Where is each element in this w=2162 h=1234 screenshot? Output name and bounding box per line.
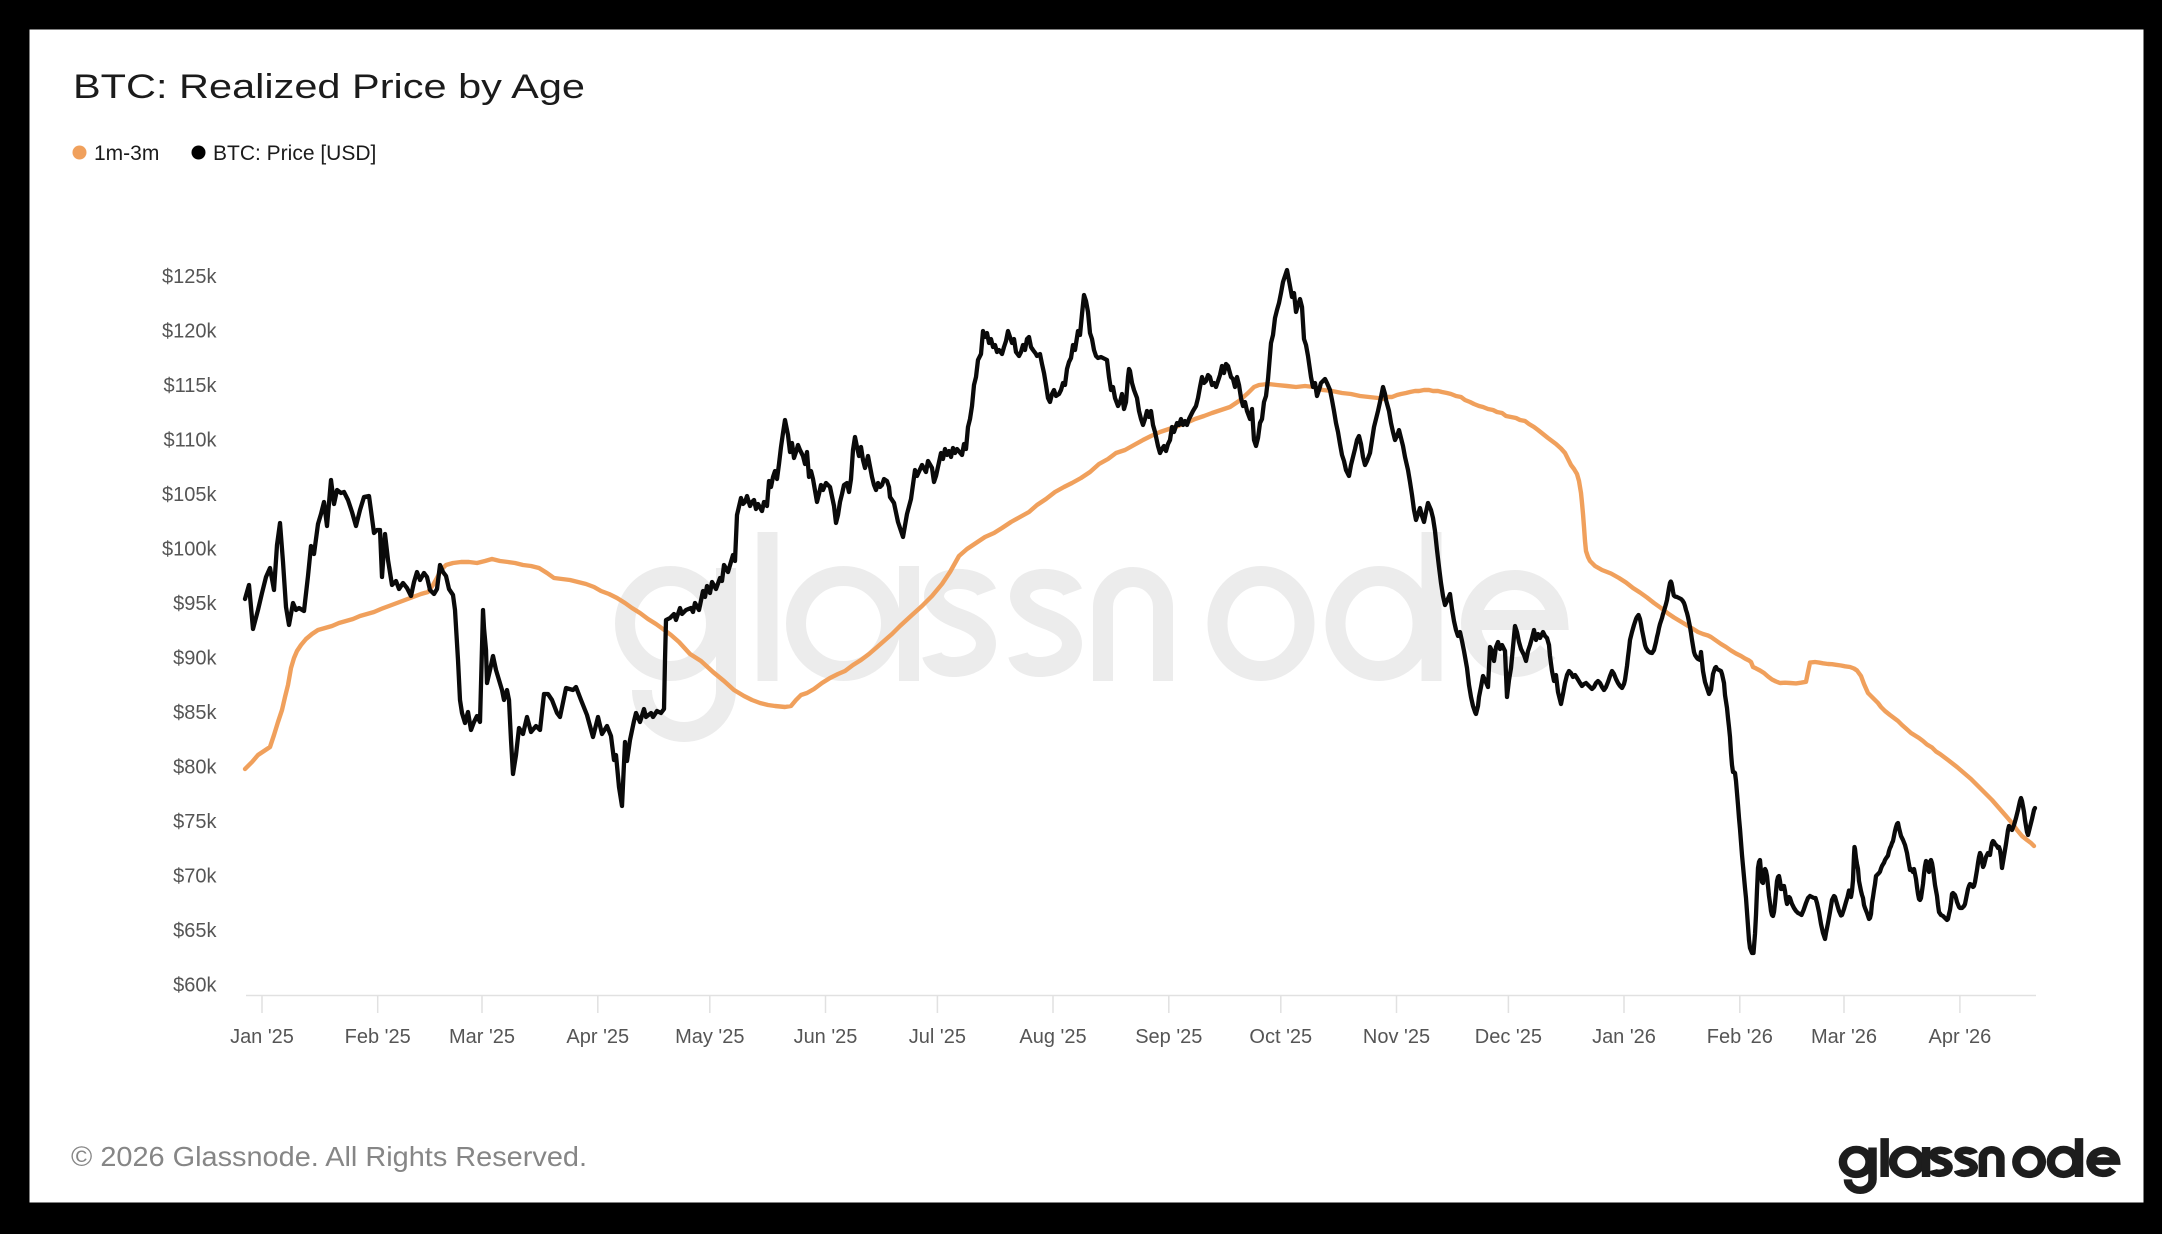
svg-text:$75k: $75k	[173, 811, 217, 833]
svg-text:$60k: $60k	[173, 975, 217, 997]
svg-text:$85k: $85k	[173, 702, 217, 724]
svg-text:$80k: $80k	[173, 757, 217, 779]
svg-text:$70k: $70k	[173, 866, 217, 888]
svg-text:$125k: $125k	[162, 266, 217, 288]
svg-text:$95k: $95k	[173, 593, 217, 615]
svg-text:1m-3m: 1m-3m	[94, 142, 159, 165]
svg-text:BTC: Realized Price by Age: BTC: Realized Price by Age	[73, 68, 585, 106]
svg-text:Dec '25: Dec '25	[1475, 1026, 1542, 1048]
svg-text:BTC: Price [USD]: BTC: Price [USD]	[213, 142, 376, 165]
svg-text:Sep '25: Sep '25	[1135, 1026, 1202, 1048]
svg-text:$110k: $110k	[163, 430, 217, 452]
svg-text:$90k: $90k	[173, 648, 217, 670]
svg-text:Feb '25: Feb '25	[345, 1026, 411, 1048]
svg-text:Feb '26: Feb '26	[1707, 1026, 1773, 1048]
svg-text:© 2026 Glassnode. All Rights R: © 2026 Glassnode. All Rights Reserved.	[71, 1141, 587, 1172]
svg-text:$65k: $65k	[173, 920, 217, 942]
svg-text:$120k: $120k	[162, 321, 217, 343]
svg-text:Nov '25: Nov '25	[1363, 1026, 1430, 1048]
svg-text:Jan '25: Jan '25	[230, 1026, 294, 1048]
svg-text:Aug '25: Aug '25	[1019, 1026, 1086, 1048]
svg-text:$115k: $115k	[163, 375, 217, 397]
svg-text:Apr '25: Apr '25	[566, 1026, 629, 1048]
svg-text:Jul '25: Jul '25	[909, 1026, 966, 1048]
svg-text:May '25: May '25	[675, 1026, 744, 1048]
svg-text:Jun '25: Jun '25	[794, 1026, 858, 1048]
svg-text:Oct '25: Oct '25	[1249, 1026, 1312, 1048]
svg-text:$105k: $105k	[162, 484, 217, 506]
svg-text:Apr '26: Apr '26	[1929, 1026, 1992, 1048]
svg-text:Mar '25: Mar '25	[449, 1026, 515, 1048]
svg-text:$100k: $100k	[162, 539, 217, 561]
svg-text:Jan '26: Jan '26	[1592, 1026, 1656, 1048]
svg-text:Mar '26: Mar '26	[1811, 1026, 1877, 1048]
